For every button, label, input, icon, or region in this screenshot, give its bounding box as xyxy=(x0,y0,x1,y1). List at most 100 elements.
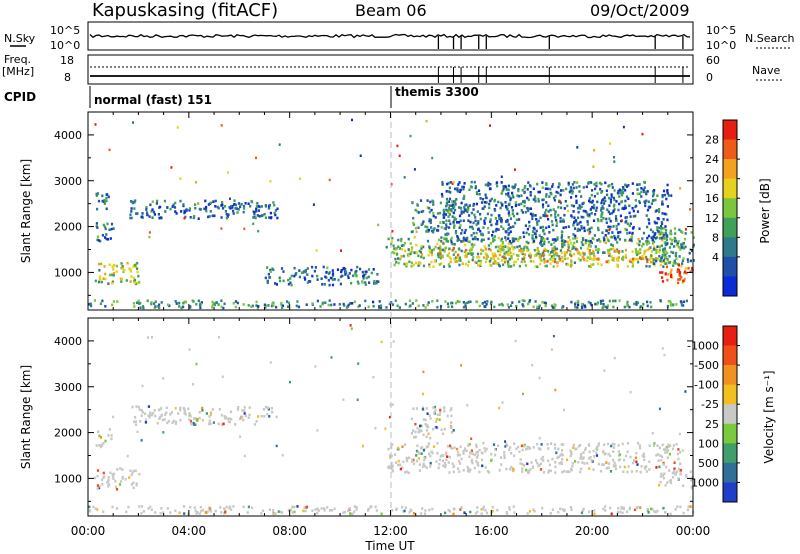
heatmap-cell xyxy=(445,197,449,201)
heatmap-cell xyxy=(130,483,133,486)
y-tick-label: 2000 xyxy=(54,427,82,440)
heatmap-cell xyxy=(507,212,510,215)
heatmap-cell xyxy=(212,421,215,424)
colorbar-tick-label: -100 xyxy=(694,379,719,392)
heatmap-cell xyxy=(533,248,536,252)
heatmap-cell xyxy=(437,255,440,259)
heatmap-cell xyxy=(459,445,462,448)
heatmap-cell xyxy=(541,198,544,202)
heatmap-cell xyxy=(574,219,577,222)
heatmap-cell xyxy=(598,181,601,185)
heatmap-cell xyxy=(135,265,138,269)
heatmap-cell xyxy=(163,199,166,203)
heatmap-cell xyxy=(458,248,461,251)
heatmap-cell xyxy=(608,184,611,187)
heatmap-cell xyxy=(133,305,136,308)
heatmap-cell xyxy=(111,273,114,277)
heatmap-cell xyxy=(350,281,353,285)
heatmap-cell xyxy=(526,249,529,252)
heatmap-cell xyxy=(266,266,269,269)
heatmap-cell xyxy=(149,505,152,509)
heatmap-cell xyxy=(658,483,661,487)
heatmap-cell xyxy=(320,277,323,280)
heatmap-cell xyxy=(230,205,233,208)
heatmap-cell xyxy=(481,207,484,210)
heatmap-cell xyxy=(576,306,579,309)
heatmap-cell xyxy=(498,303,501,307)
heatmap-cell xyxy=(669,271,672,274)
heatmap-cell xyxy=(512,214,516,218)
heatmap-cell xyxy=(475,202,478,206)
heatmap-cell xyxy=(662,251,665,255)
heatmap-cell xyxy=(528,299,532,302)
heatmap-cell xyxy=(484,196,487,199)
heatmap-cell xyxy=(445,223,448,226)
heatmap-cell xyxy=(480,238,484,242)
noise-search-spikes xyxy=(437,36,684,49)
heatmap-cell xyxy=(500,244,503,248)
heatmap-cell xyxy=(388,465,391,468)
heatmap-cell xyxy=(183,512,186,515)
heatmap-cell xyxy=(492,255,495,258)
heatmap-cell xyxy=(542,254,545,258)
heatmap-cell xyxy=(614,299,617,303)
heatmap-cell xyxy=(484,248,487,251)
heatmap-cell xyxy=(484,183,487,187)
heatmap-cell xyxy=(447,509,450,512)
heatmap-cell xyxy=(103,202,106,205)
heatmap-cell xyxy=(658,465,661,469)
heatmap-cell xyxy=(489,187,492,191)
heatmap-cell xyxy=(521,463,524,466)
heatmap-cell xyxy=(448,265,451,268)
heatmap-cell xyxy=(110,222,114,226)
heatmap-cell xyxy=(532,305,535,309)
heatmap-cell xyxy=(442,208,445,212)
heatmap-cell xyxy=(272,508,275,512)
heatmap-cell xyxy=(422,392,424,396)
heatmap-cell xyxy=(144,418,148,421)
heatmap-cell xyxy=(443,462,447,465)
heatmap-cell xyxy=(484,217,487,220)
heatmap-cell xyxy=(409,304,412,307)
heatmap-cell xyxy=(439,248,442,252)
heatmap-cell xyxy=(591,201,594,204)
heatmap-cell xyxy=(549,469,552,473)
heatmap-cell xyxy=(179,177,182,180)
heatmap-cell xyxy=(448,204,452,207)
heatmap-cell xyxy=(473,453,476,457)
heatmap-cell xyxy=(314,365,317,368)
heatmap-cell xyxy=(397,257,400,260)
heatmap-cell xyxy=(471,461,474,465)
heatmap-cell xyxy=(473,180,476,184)
heatmap-cell xyxy=(95,194,98,197)
heatmap-cell xyxy=(498,264,501,268)
heatmap-cell xyxy=(507,237,510,240)
heatmap-cell xyxy=(438,263,441,266)
heatmap-cell xyxy=(412,263,415,267)
heatmap-cell xyxy=(656,228,659,232)
heatmap-cell xyxy=(199,302,202,305)
heatmap-cell xyxy=(683,246,686,250)
heatmap-cell xyxy=(432,265,435,268)
heatmap-cell xyxy=(665,465,668,469)
heatmap-cell xyxy=(448,197,452,201)
heatmap-cell xyxy=(481,507,485,511)
heatmap-cell xyxy=(441,195,444,198)
heatmap-cell xyxy=(449,222,452,226)
heatmap-cell xyxy=(521,188,524,192)
heatmap-cell xyxy=(509,251,512,255)
heatmap-cell xyxy=(637,237,640,241)
heatmap-cell xyxy=(195,181,197,184)
heatmap-cell xyxy=(649,507,653,511)
heatmap-cell xyxy=(622,255,625,259)
heatmap-cell xyxy=(528,470,531,474)
heatmap-cell xyxy=(522,235,526,239)
heatmap-cell xyxy=(582,507,585,511)
heatmap-cell xyxy=(667,445,670,449)
heatmap-cell xyxy=(445,237,448,241)
heatmap-cell xyxy=(626,442,630,445)
heatmap-cell xyxy=(108,483,111,486)
heatmap-cell xyxy=(458,300,461,304)
heatmap-cell xyxy=(447,209,450,212)
heatmap-cell xyxy=(552,334,555,338)
